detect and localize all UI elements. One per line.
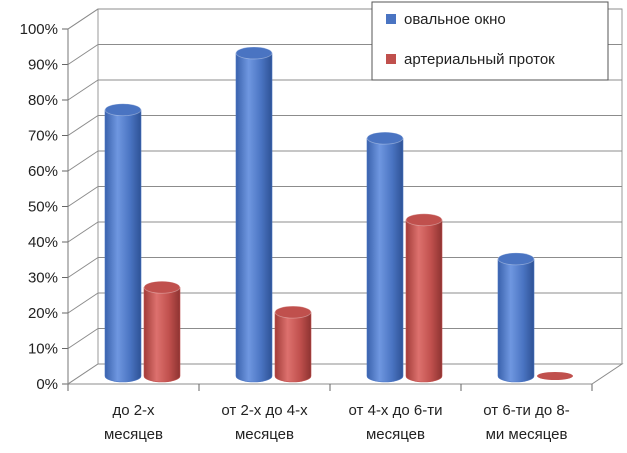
bar-body xyxy=(274,311,312,383)
x-category-label: до 2-х xyxy=(112,402,155,419)
bar-top xyxy=(497,252,535,266)
bar-body xyxy=(235,52,273,383)
bar-body xyxy=(104,109,142,383)
bar xyxy=(274,305,312,383)
x-category-label: от 4-х до 6-ти xyxy=(349,402,443,419)
bar-body xyxy=(497,258,535,383)
bar xyxy=(497,252,535,383)
bar xyxy=(537,372,573,380)
y-tick-label: 30% xyxy=(28,270,58,287)
legend-box xyxy=(371,1,609,81)
axes xyxy=(62,8,624,391)
gridline-side xyxy=(67,79,99,101)
legend: овальное окно артериальный проток xyxy=(371,1,609,81)
y-tick-label: 40% xyxy=(28,234,58,251)
y-axis-ticks: 0% 10% 20% 30% 40% 50% 60% 70% 80% 90% 100% xyxy=(20,21,58,393)
bar-top xyxy=(143,280,181,294)
y-tick-label: 60% xyxy=(28,163,58,180)
gridline-side xyxy=(67,257,99,278)
bar xyxy=(143,280,181,383)
bar-top xyxy=(274,305,312,319)
x-category-label: месяцев xyxy=(366,426,425,443)
y-tick-label: 0% xyxy=(36,376,58,393)
y-tick-label: 70% xyxy=(28,128,58,145)
y-tick-label: 20% xyxy=(28,305,58,322)
x-category-label: ми месяцев xyxy=(486,426,568,443)
gridline-side xyxy=(67,328,99,349)
bar xyxy=(104,103,142,383)
bar xyxy=(405,213,443,383)
y-tick-label: 100% xyxy=(20,21,58,38)
x-category-label: месяцев xyxy=(104,426,163,443)
bar-top xyxy=(104,103,142,117)
bar-body xyxy=(143,286,181,383)
side-wall-top xyxy=(67,8,99,30)
bar xyxy=(366,131,404,383)
bar-body xyxy=(366,137,404,383)
y-tick-label: 90% xyxy=(28,57,58,74)
gridline-side xyxy=(67,221,99,243)
x-axis-labels: до 2-х месяцев от 2-х до 4-х месяцев от 4-х … xyxy=(104,402,570,443)
floor xyxy=(66,363,624,385)
legend-label: артериальный проток xyxy=(404,51,555,68)
gridline-side xyxy=(67,115,99,136)
bar xyxy=(235,46,273,383)
legend-swatch xyxy=(386,54,396,64)
x-category-label: от 2-х до 4-х xyxy=(221,402,308,419)
bar-body xyxy=(405,219,443,383)
x-category-label: от 6-ти до 8- xyxy=(483,402,569,419)
bar-top xyxy=(366,131,404,145)
legend-swatch xyxy=(386,14,396,24)
y-tick-label: 10% xyxy=(28,341,58,358)
bar-top xyxy=(537,372,573,380)
bar-top xyxy=(235,46,273,60)
gridline-side xyxy=(67,186,99,207)
gridline-side xyxy=(67,292,99,314)
gridline-side xyxy=(67,150,99,172)
x-category-label: месяцев xyxy=(235,426,294,443)
gridline-side xyxy=(67,44,99,65)
y-tick-label: 50% xyxy=(28,199,58,216)
y-tick-label: 80% xyxy=(28,92,58,109)
bar-top xyxy=(405,213,443,227)
legend-label: овальное окно xyxy=(404,11,506,28)
bars xyxy=(104,46,573,383)
